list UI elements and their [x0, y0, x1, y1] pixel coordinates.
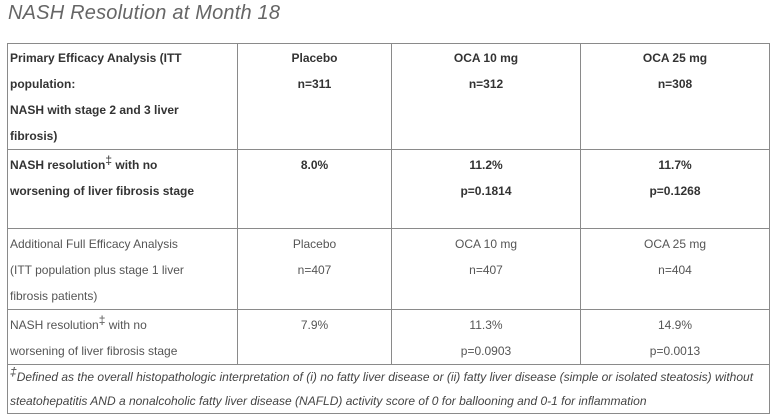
dagger-mark: ‡ — [98, 313, 106, 327]
placebo-header: Placebo n=407 — [237, 228, 392, 310]
efficacy-table: Primary Efficacy Analysis (ITT populatio… — [7, 43, 770, 414]
table-row: Primary Efficacy Analysis (ITT populatio… — [7, 43, 770, 150]
placebo-value: 7.9% — [237, 309, 392, 365]
placebo-value: 8.0% — [237, 149, 392, 229]
dagger-mark: ‡ — [10, 365, 17, 379]
oca25-header: OCA 25 mg n=308 — [580, 43, 770, 150]
table-row: NASH resolution‡ with no worsening of li… — [7, 309, 770, 365]
oca10-header: OCA 10 mg n=312 — [391, 43, 581, 150]
footnote: ‡Defined as the overall histopathologic … — [7, 364, 770, 414]
oca10-value: 11.2% p=0.1814 — [391, 149, 581, 229]
oca25-value: 14.9% p=0.0013 — [580, 309, 770, 365]
additional-analysis-label: Additional Full Efficacy Analysis (ITT p… — [7, 228, 238, 310]
placebo-header: Placebo n=311 — [237, 43, 392, 150]
oca25-header: OCA 25 mg n=404 — [580, 228, 770, 310]
page-title: NASH Resolution at Month 18 — [8, 2, 281, 24]
oca10-header: OCA 10 mg n=407 — [391, 228, 581, 310]
primary-analysis-label: Primary Efficacy Analysis (ITT populatio… — [7, 43, 238, 150]
oca25-value: 11.7% p=0.1268 — [580, 149, 770, 229]
footnote-row: ‡Defined as the overall histopathologic … — [7, 364, 770, 414]
dagger-mark: ‡ — [105, 153, 113, 167]
oca10-value: 11.3% p=0.0903 — [391, 309, 581, 365]
table-row: Additional Full Efficacy Analysis (ITT p… — [7, 228, 770, 310]
additional-result-label: NASH resolution‡ with no worsening of li… — [7, 309, 238, 365]
primary-result-label: NASH resolution‡ with no worsening of li… — [7, 149, 238, 229]
table-row: NASH resolution‡ with no worsening of li… — [7, 149, 770, 229]
